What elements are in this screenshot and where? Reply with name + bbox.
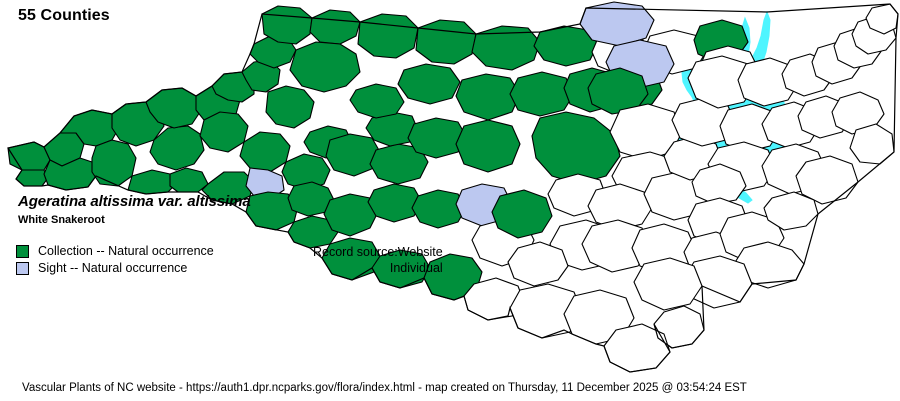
- county-henderson[interactable]: [169, 167, 209, 193]
- county-wilkes[interactable]: [289, 41, 361, 93]
- page-title: 55 Counties: [18, 7, 110, 24]
- county-chatham[interactable]: [531, 111, 621, 185]
- record-source-line2: Individual: [389, 261, 443, 275]
- record-source-block: Record source:Website Individual: [313, 244, 443, 276]
- species-caption: Ageratina altissima var. altissima White…: [18, 193, 318, 228]
- county-alamance[interactable]: [509, 71, 575, 117]
- county-transylvania[interactable]: [127, 169, 177, 195]
- county-jackson[interactable]: [91, 139, 137, 187]
- county-hyde[interactable]: [795, 155, 859, 205]
- county-caldwell[interactable]: [265, 85, 315, 129]
- county-robeson[interactable]: [491, 189, 553, 239]
- map-state-outline: [7, 3, 899, 373]
- county-pender[interactable]: [633, 257, 703, 311]
- county-davidson[interactable]: [407, 117, 467, 159]
- legend-label-sight: Sight -- Natural occurrence: [38, 261, 188, 275]
- county-bertie[interactable]: [737, 57, 799, 107]
- county-burke[interactable]: [239, 131, 291, 173]
- county-caswell[interactable]: [533, 25, 599, 67]
- common-name: White Snakeroot: [18, 214, 105, 226]
- county-rowan[interactable]: [369, 143, 429, 185]
- county-mecklenburg[interactable]: [323, 193, 379, 237]
- county-stanly[interactable]: [411, 189, 467, 229]
- county-guilford[interactable]: [455, 73, 521, 121]
- county-cabarrus[interactable]: [367, 183, 423, 223]
- county-catawba[interactable]: [281, 153, 331, 191]
- county-surry[interactable]: [357, 13, 419, 59]
- county-yadkin[interactable]: [349, 83, 405, 119]
- county-randolph[interactable]: [455, 119, 521, 173]
- county-harnett[interactable]: [587, 183, 653, 231]
- county-pamlico[interactable]: [763, 191, 819, 231]
- county-alleghany[interactable]: [309, 9, 361, 45]
- map-legend: Collection -- Natural occurrence Sight -…: [16, 243, 214, 277]
- county-mcdowell[interactable]: [199, 111, 249, 153]
- legend-swatch-green: [16, 244, 29, 258]
- county-hoke[interactable]: [507, 241, 569, 287]
- county-halifax[interactable]: [687, 55, 757, 109]
- county-iredell[interactable]: [325, 133, 381, 177]
- footer-attribution: Vascular Plants of NC website - https://…: [22, 382, 747, 394]
- county-sampson[interactable]: [581, 219, 651, 273]
- county-rockingham[interactable]: [471, 25, 541, 71]
- county-macon[interactable]: [43, 157, 97, 191]
- county-edgecombe[interactable]: [719, 103, 781, 153]
- legend-item-collection[interactable]: Collection -- Natural occurrence: [16, 243, 214, 259]
- legend-item-sight[interactable]: Sight -- Natural occurrence: [16, 260, 214, 276]
- county-stokes[interactable]: [415, 19, 477, 65]
- county-northampton[interactable]: [579, 1, 655, 47]
- record-source-line1: Record source:Website: [313, 245, 443, 259]
- scientific-name: Ageratina altissima var. altissima: [18, 193, 251, 210]
- legend-label-collection: Collection -- Natural occurrence: [38, 244, 214, 258]
- county-greene[interactable]: [691, 163, 747, 205]
- legend-swatch-light-blue: [16, 261, 29, 275]
- county-forsyth[interactable]: [397, 63, 461, 105]
